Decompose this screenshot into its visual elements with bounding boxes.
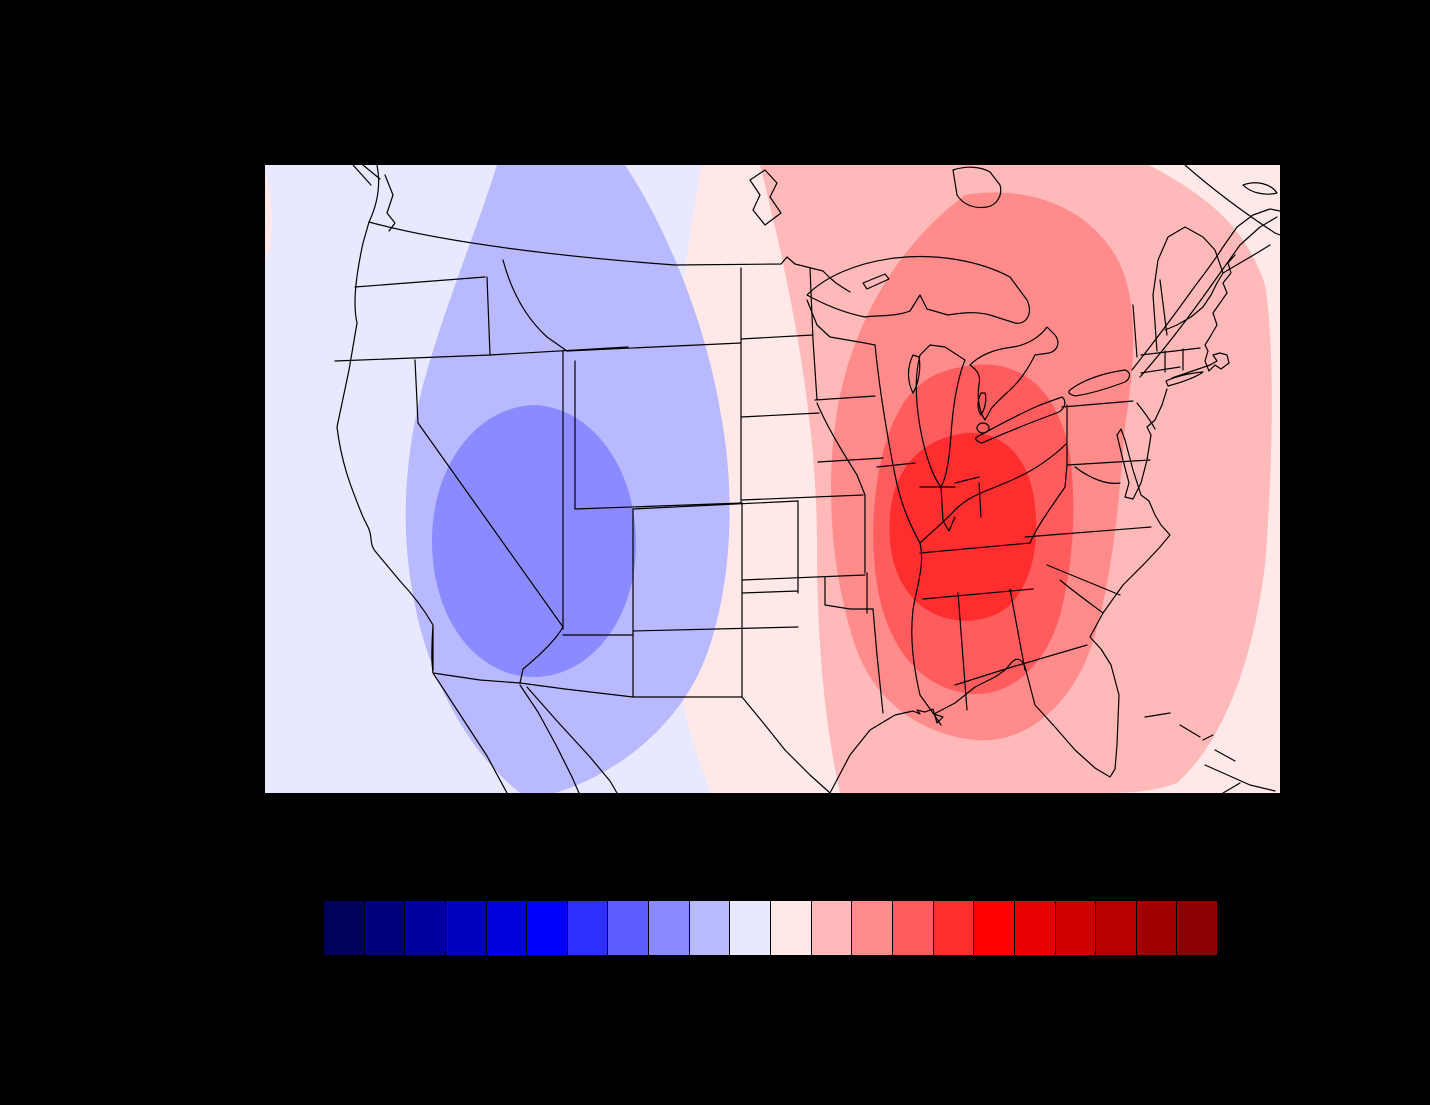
geography-outline-44 — [741, 576, 874, 610]
geography-outline-14 — [1222, 244, 1271, 274]
geography-outline-23 — [907, 354, 921, 394]
geography-outline-58 — [1061, 400, 1151, 466]
geography-outline-53 — [919, 442, 1068, 544]
geography-outline-56 — [919, 542, 1034, 600]
geography-outline-10 — [1171, 254, 1236, 379]
geography-outline-31 — [354, 276, 486, 288]
contour-fill-negative-level-3 — [432, 405, 637, 677]
geography-outline-57 — [1029, 464, 1068, 544]
geography-outline-60 — [1074, 466, 1121, 484]
geography-outline-51 — [876, 462, 916, 468]
geography-outline-24 — [969, 326, 1059, 421]
colorbar-cell-3 — [445, 901, 487, 955]
contour-fill-positive-level-5 — [889, 432, 1037, 621]
colorbar-cell-13 — [852, 901, 893, 955]
geography-outline-5 — [519, 684, 580, 793]
geography-outline-9 — [1165, 371, 1204, 387]
geography-outline-37 — [566, 342, 742, 352]
geography-outline-2 — [368, 165, 380, 223]
geography-outline-20 — [806, 255, 1030, 324]
geography-outline-27 — [975, 396, 1066, 444]
geography-outline-47 — [816, 402, 868, 614]
geography-outline-30 — [749, 169, 782, 226]
geography-outline-67 — [1204, 764, 1276, 793]
geography-outline-41 — [519, 626, 564, 684]
geography-outline-65 — [954, 644, 1088, 686]
colorbar-cell-1 — [364, 901, 406, 955]
geography-outline-64 — [957, 588, 1026, 711]
geography-outline-29 — [952, 166, 1002, 209]
geography-outline-48 — [814, 395, 884, 463]
geography-outline-26 — [976, 422, 990, 434]
geography-outline-22 — [915, 344, 966, 488]
geography-outline-46 — [809, 267, 818, 401]
geography-outline-1 — [352, 165, 381, 186]
geography-outline-6 — [526, 686, 618, 793]
colorbar-cell-2 — [405, 901, 446, 955]
colorbar-cell-11 — [771, 901, 812, 955]
colorbar-cell-21 — [1177, 901, 1218, 955]
geography-outline-62 — [1046, 564, 1121, 596]
geography-outline-3 — [384, 174, 396, 232]
colorbar-cell-0 — [324, 901, 365, 955]
geography-outline-13 — [1140, 347, 1201, 374]
geography-outline-19 — [1184, 165, 1280, 236]
geography-outline-21 — [862, 273, 890, 290]
colorbar-cell-19 — [1096, 901, 1137, 955]
geography-outline-50 — [806, 299, 876, 346]
geography-outline-39 — [574, 360, 743, 636]
colorbar-cell-8 — [649, 901, 690, 955]
geography-outline-54 — [940, 486, 956, 532]
geography-outline-40 — [562, 500, 799, 698]
geography-outline-7 — [432, 672, 831, 793]
geography-outline-66 — [1144, 712, 1236, 762]
colorbar-cell-6 — [567, 901, 609, 955]
geography-outline-0 — [368, 221, 851, 293]
geography-outline-33 — [486, 276, 491, 356]
geography-outline-28 — [1068, 369, 1131, 397]
geography-outline-59 — [1136, 402, 1156, 430]
geography-outline-18 — [1242, 182, 1278, 195]
colorbar-cell-7 — [608, 901, 650, 955]
map-panel — [263, 163, 1282, 795]
colorbar-cell-9 — [689, 901, 731, 955]
colorbar-cell-17 — [1014, 901, 1056, 955]
geography-outline-4 — [336, 221, 508, 793]
colorbar-cell-15 — [933, 901, 975, 955]
colorbar-cell-18 — [1055, 901, 1097, 955]
geography-outline-36 — [502, 259, 568, 352]
geography-outline-45 — [872, 608, 884, 714]
geography-outline-8 — [829, 388, 1171, 793]
geography-outline-43 — [740, 334, 866, 581]
geography-outline-52 — [919, 476, 980, 488]
colorbar-cell-16 — [974, 901, 1015, 955]
colorbar-cell-20 — [1136, 901, 1178, 955]
colorbar-cell-12 — [811, 901, 853, 955]
geography-outline-63 — [1059, 579, 1104, 614]
us-anomaly-contour-map — [265, 165, 1280, 793]
colorbar-cell-10 — [730, 901, 772, 955]
geography-outline-16 — [1139, 216, 1278, 378]
colorbar-cell-4 — [486, 901, 528, 955]
contour-fill-positive-level-1-nw-sliver — [265, 171, 273, 261]
geography-outline-25 — [977, 392, 987, 416]
geography-outline-55 — [978, 482, 982, 518]
geography-outline-34 — [414, 359, 564, 628]
colorbar-cell-5 — [527, 901, 568, 955]
geography-outline-61 — [1024, 526, 1152, 538]
colorbar — [323, 900, 1218, 956]
geography-outline-17 — [1236, 208, 1280, 228]
geography-outline-15 — [1131, 226, 1238, 371]
colorbar-cell-14 — [892, 901, 934, 955]
geography-outline-32 — [334, 346, 629, 362]
